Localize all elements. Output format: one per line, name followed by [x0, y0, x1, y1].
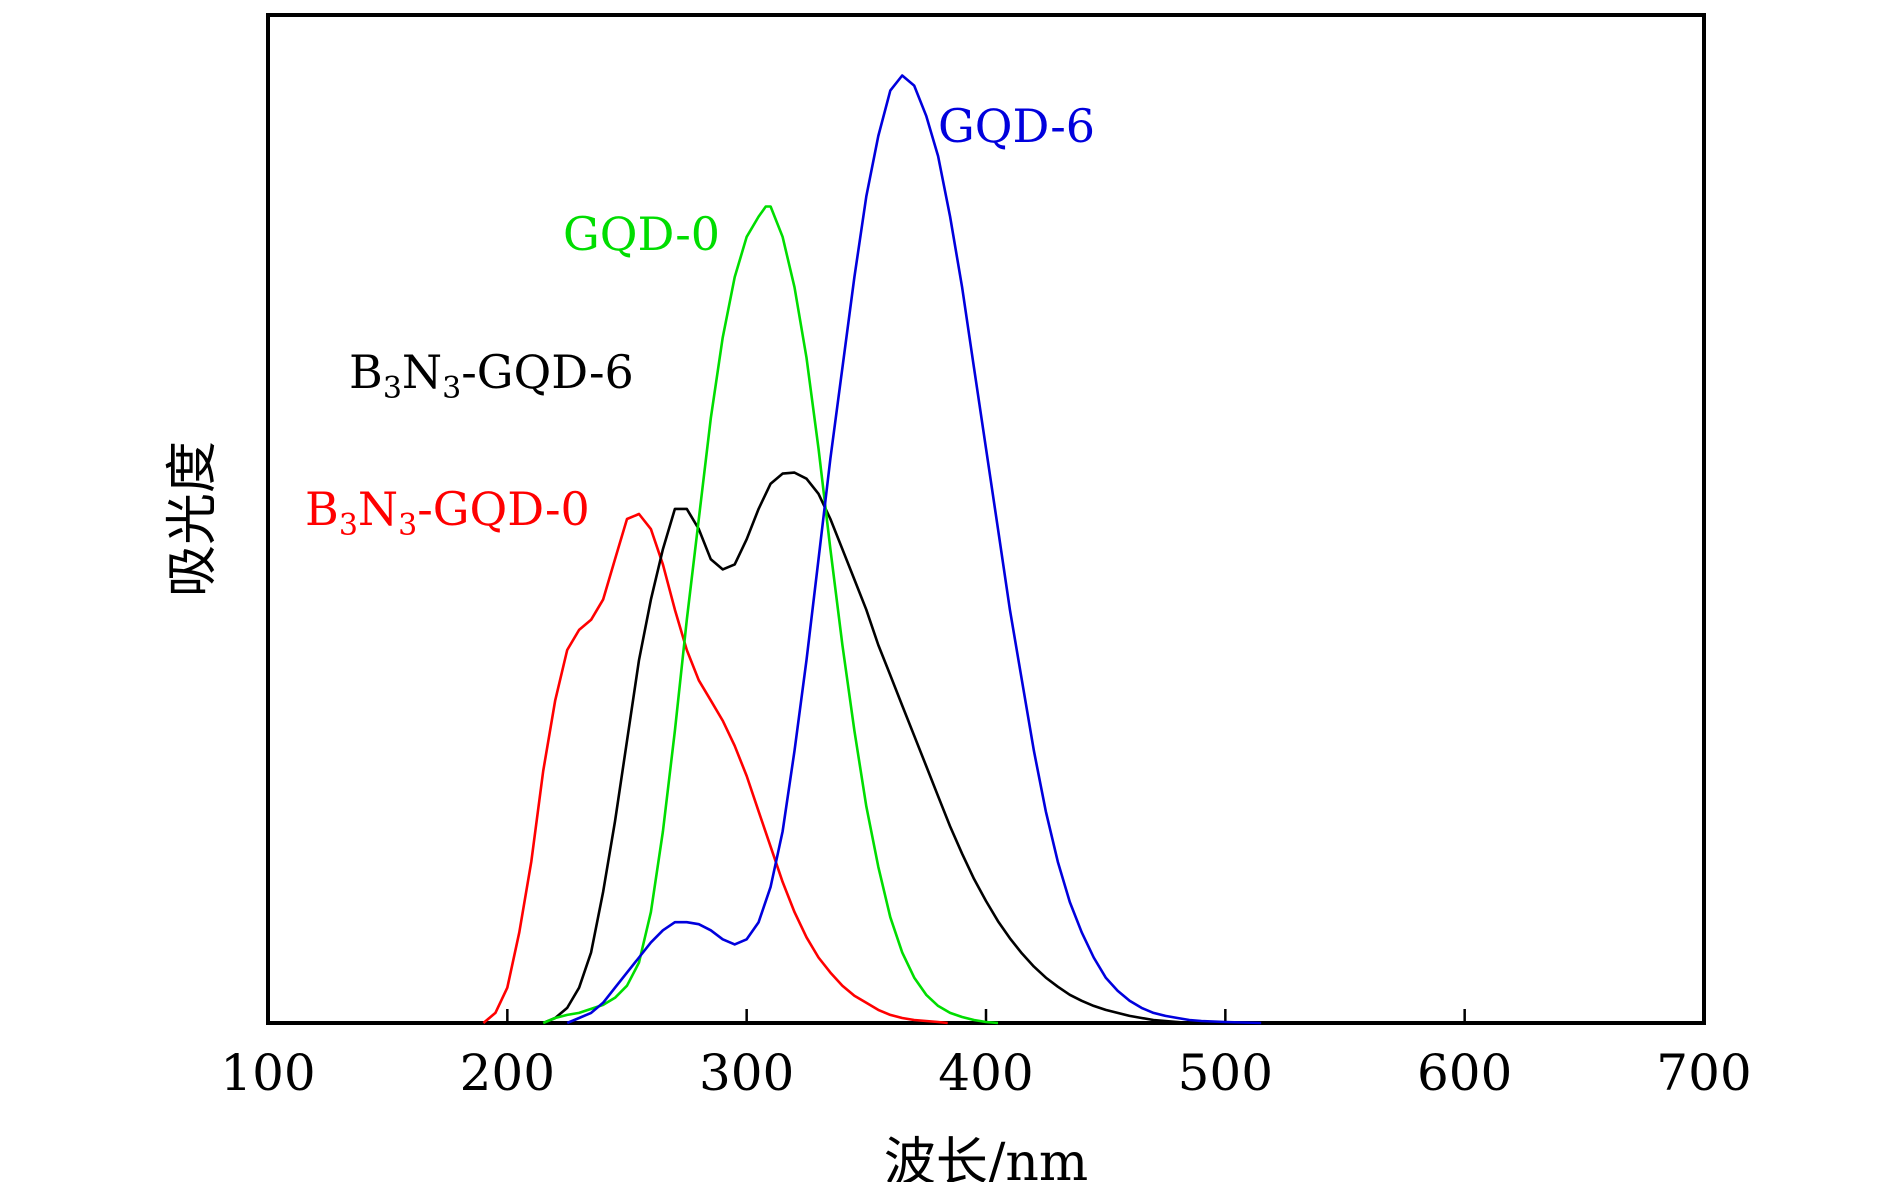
- x-axis-ticks: 100 200 300 400 500 600 700: [220, 1009, 1752, 1102]
- label-gqd6: GQD-6: [938, 99, 1095, 153]
- series-line-gqd0: [542, 205, 999, 1025]
- y-axis-title: 吸光度: [163, 441, 223, 597]
- series-line-b3n3_gqd0: [482, 512, 948, 1025]
- label-b3n3-gqd0-n: N: [358, 482, 398, 536]
- label-b3n3-gqd6-rest: -GQD-6: [461, 345, 634, 399]
- x-tick-label: 700: [1656, 1044, 1751, 1102]
- x-axis-title: 波长/nm: [884, 1133, 1088, 1182]
- series-line-gqd6: [566, 74, 1262, 1025]
- label-b3n3-gqd0-sub2: 3: [398, 508, 417, 543]
- label-b3n3-gqd0-rest: -GQD-0: [417, 482, 590, 536]
- x-tick-label: 600: [1417, 1044, 1512, 1102]
- label-gqd6-text: GQD-6: [938, 99, 1095, 153]
- label-b3n3-gqd6: B3N3-GQD-6: [349, 345, 634, 406]
- series-curves: [482, 74, 1262, 1025]
- x-tick-label: 100: [220, 1044, 315, 1102]
- label-b3n3-gqd6-n: N: [402, 345, 442, 399]
- label-b3n3-gqd0-b: B: [305, 482, 339, 536]
- x-tick-label: 400: [938, 1044, 1033, 1102]
- label-gqd0-text: GQD-0: [563, 207, 720, 261]
- label-b3n3-gqd6-sub2: 3: [442, 371, 461, 406]
- label-b3n3-gqd0: B3N3-GQD-0: [305, 482, 590, 543]
- x-tick-label: 500: [1178, 1044, 1273, 1102]
- label-gqd0: GQD-0: [563, 207, 720, 261]
- series-line-b3n3_gqd6: [542, 471, 1190, 1025]
- label-b3n3-gqd6-b: B: [349, 345, 383, 399]
- x-tick-label: 300: [699, 1044, 794, 1102]
- label-b3n3-gqd6-sub1: 3: [383, 371, 402, 406]
- label-b3n3-gqd0-sub1: 3: [339, 508, 358, 543]
- x-tick-label: 200: [460, 1044, 555, 1102]
